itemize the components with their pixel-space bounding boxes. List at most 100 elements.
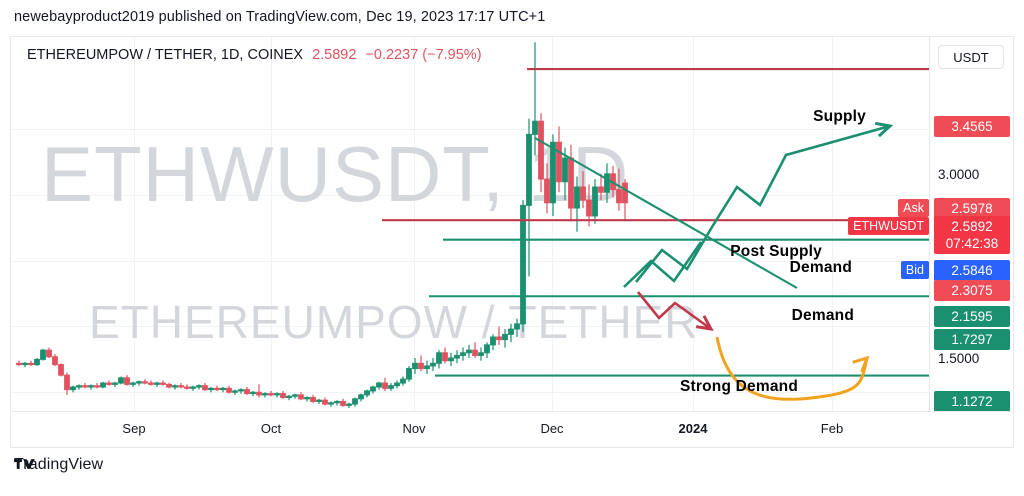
drawings-layer (382, 67, 931, 401)
candle-body (286, 395, 292, 399)
projection-recovery-curve[interactable] (715, 336, 869, 401)
candle-body (220, 387, 226, 391)
candle-body (586, 199, 592, 217)
candle-body (238, 389, 244, 392)
candle-body (136, 381, 142, 384)
candle-body (190, 386, 196, 389)
time-tick: Nov (402, 421, 426, 436)
candle-body (556, 141, 562, 183)
candle-body (160, 382, 166, 385)
candle-body (202, 385, 208, 391)
candle-body (154, 382, 160, 385)
legend-last-price: 2.5892 (312, 47, 357, 63)
quote-tag-ask[interactable]: Ask (898, 199, 929, 217)
candle-body (232, 390, 238, 393)
candle-body (292, 394, 298, 397)
price-tag[interactable]: 2.5846 (934, 260, 1010, 281)
candle-body (130, 382, 136, 385)
annotation-strong-demand[interactable]: Strong Demand (680, 378, 798, 395)
candle-body (178, 385, 184, 388)
candle-body (58, 364, 64, 376)
tradingview-logo-icon (14, 459, 35, 469)
price-tag[interactable]: 2.3075 (934, 280, 1010, 301)
candle-body (532, 120, 538, 135)
price-tag[interactable]: 3.4565 (934, 116, 1010, 137)
candle-body (64, 374, 70, 391)
candle-body (574, 186, 580, 209)
price-tag[interactable]: 2.5892 (934, 216, 1010, 237)
time-axis[interactable]: Sep Oct Nov Dec 2024 Feb (11, 411, 1013, 447)
publish-caption: newebayproduct2019 published on TradingV… (0, 0, 1024, 33)
candle-body (490, 336, 496, 346)
candle-body (76, 385, 82, 388)
candle-body (580, 186, 586, 201)
candle-body (142, 381, 148, 384)
annotation-supply[interactable]: Supply (813, 108, 866, 125)
candle-body (118, 377, 124, 384)
candle-body (622, 182, 628, 204)
candle-body (40, 349, 46, 360)
annotation-demand[interactable]: Demand (791, 307, 854, 324)
currency-badge[interactable]: USDT (938, 45, 1004, 69)
projection-bullish-zigzag-secondary[interactable] (623, 241, 703, 288)
candle-body (46, 349, 52, 358)
candle-body (598, 186, 604, 193)
price-tag[interactable]: 1.7297 (934, 329, 1010, 350)
grid-line-vertical (552, 37, 553, 412)
quote-tag-bid[interactable]: Bid (900, 261, 929, 279)
grid-line-horizontal (11, 129, 931, 130)
candle-body (478, 352, 484, 356)
price-tag[interactable]: 07:42:38 (934, 233, 1010, 254)
price-tag[interactable]: 2.1595 (934, 306, 1010, 327)
legend-symbol[interactable]: ETHEREUMPOW / TETHER, 1D, COINEX (27, 47, 304, 63)
candle-body (328, 402, 334, 405)
candle-body (520, 204, 526, 325)
candle-body (484, 344, 490, 354)
grid-line-vertical (832, 37, 833, 412)
arrowhead-recovery (852, 355, 870, 373)
grid-line-vertical (693, 37, 694, 412)
candle-body (526, 133, 532, 206)
candle-body (214, 387, 220, 391)
candle-body (538, 120, 544, 180)
candle-body (454, 354, 460, 359)
candle-body (382, 382, 388, 389)
candlestick-series (16, 42, 628, 409)
grid-line-horizontal (11, 195, 931, 196)
price-tick: 3.0000 (938, 167, 980, 182)
candle-body (310, 397, 316, 402)
time-tick: Feb (820, 421, 844, 436)
price-tick: 1.5000 (938, 351, 980, 366)
legend-change: −0.2237 (−7.95%) (365, 47, 482, 63)
candle-body (334, 400, 340, 404)
price-tag[interactable]: 2.5978 (934, 198, 1010, 219)
projection-bullish-zigzag[interactable] (634, 124, 891, 283)
candle-body (502, 333, 508, 341)
time-tick: Dec (540, 421, 564, 436)
candle-body (616, 189, 622, 204)
plot-area[interactable]: ETHWUSDT, 1D ETHEREUMPOW / TETHER (11, 37, 931, 412)
grid-line-horizontal (11, 261, 931, 262)
annotation-post-supply-demand[interactable]: Demand (789, 259, 852, 276)
candle-body (316, 399, 322, 402)
candle-body (274, 393, 280, 396)
arrowhead-bearish (695, 315, 714, 331)
candle-body (256, 391, 262, 396)
candle-body (340, 400, 346, 406)
candle-body (106, 382, 112, 385)
candle-body (322, 399, 328, 405)
candle-body (88, 385, 94, 388)
candle-body (268, 393, 274, 396)
price-tag[interactable]: 1.1272 (934, 391, 1010, 412)
projection-bearish-zigzag[interactable] (636, 291, 712, 331)
quote-tag-sym[interactable]: ETHWUSDT (848, 217, 929, 235)
candle-body (112, 382, 118, 385)
trendline-descending[interactable] (534, 137, 798, 289)
candle-body (418, 362, 424, 370)
annotation-post-supply[interactable]: Post Supply (730, 243, 822, 260)
candle-body (592, 186, 598, 217)
candle-body (22, 362, 28, 366)
candle-body (388, 385, 394, 389)
